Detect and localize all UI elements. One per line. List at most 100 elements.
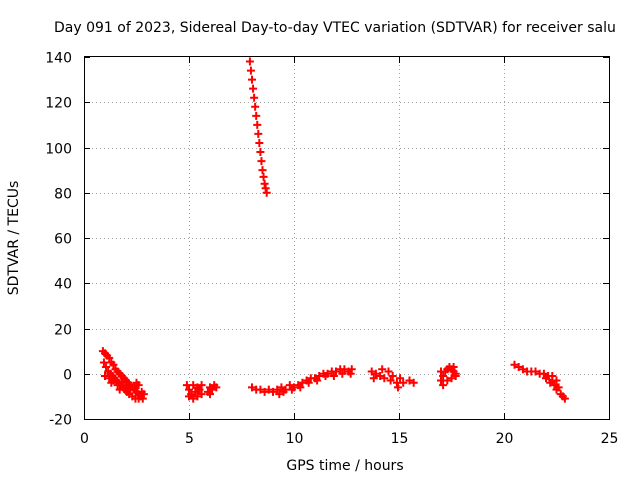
data-point	[113, 381, 122, 390]
y-tick-label: 80	[54, 187, 72, 203]
data-point	[189, 394, 198, 403]
data-point	[269, 387, 277, 396]
data-point	[132, 378, 141, 387]
data-point	[388, 372, 397, 381]
y-tick-label: 140	[45, 51, 72, 67]
data-point	[277, 383, 286, 392]
data-point	[369, 374, 378, 383]
data-point	[539, 369, 548, 378]
data-point	[185, 385, 193, 394]
data-point	[510, 360, 519, 369]
data-points	[98, 57, 569, 403]
data-point	[206, 390, 214, 399]
data-point	[117, 378, 126, 387]
data-point	[449, 362, 458, 371]
data-point	[260, 179, 269, 188]
x-axis-ticks: 0 5 10 15 20 25	[80, 57, 618, 447]
data-point	[256, 385, 265, 394]
data-point	[531, 367, 540, 376]
data-point	[376, 372, 385, 381]
plot-frame	[84, 56, 610, 420]
data-point	[130, 383, 139, 392]
data-point	[195, 385, 204, 394]
data-point	[260, 387, 269, 396]
data-point	[249, 84, 258, 93]
data-point	[197, 381, 206, 390]
data-point	[102, 362, 111, 371]
data-point	[262, 188, 271, 197]
data-point	[212, 383, 221, 392]
data-point	[338, 369, 347, 378]
data-point	[105, 374, 114, 383]
data-point	[399, 378, 408, 387]
data-point	[552, 376, 561, 385]
data-point	[185, 392, 193, 401]
y-axis-ticks: -20 0 20 40 60 80 100 120 140	[45, 51, 609, 429]
data-point	[332, 367, 340, 376]
data-point	[246, 66, 255, 75]
data-point	[451, 369, 460, 378]
x-axis-label: GPS time / hours	[286, 458, 403, 474]
data-point	[264, 385, 273, 394]
data-point	[107, 378, 116, 387]
y-tick-label: 40	[54, 277, 72, 293]
data-point	[99, 358, 108, 367]
data-point	[380, 374, 389, 383]
data-point	[439, 381, 448, 390]
y-tick-label: 0	[63, 368, 72, 384]
x-tick-label: 5	[185, 431, 194, 447]
x-tick-label: 20	[496, 431, 514, 447]
data-point	[253, 120, 262, 129]
data-point	[189, 381, 198, 390]
data-point	[191, 387, 200, 396]
data-point	[313, 376, 322, 385]
data-point	[248, 383, 256, 392]
data-point	[257, 157, 266, 166]
data-point	[437, 367, 445, 376]
y-tick-label: 120	[45, 96, 72, 112]
data-point	[447, 374, 456, 383]
data-point	[208, 385, 217, 394]
data-point	[518, 365, 527, 374]
data-point	[393, 383, 402, 392]
data-point	[347, 365, 356, 374]
data-point	[378, 365, 387, 374]
x-tick-label: 10	[286, 431, 304, 447]
chart-title: Day 091 of 2023, Sidereal Day-to-day VTE…	[54, 20, 616, 36]
data-point	[259, 172, 268, 181]
data-point	[514, 362, 523, 371]
data-point	[275, 390, 284, 399]
data-point	[396, 374, 405, 383]
data-point	[261, 184, 270, 193]
data-point	[115, 385, 124, 394]
data-point	[304, 378, 313, 387]
data-point	[296, 383, 305, 392]
data-point	[105, 353, 114, 362]
data-point	[346, 369, 355, 378]
data-point	[101, 372, 109, 381]
data-point	[255, 138, 264, 147]
data-point	[124, 381, 133, 390]
data-point	[439, 372, 448, 381]
data-point	[251, 102, 260, 111]
data-point	[109, 360, 118, 369]
data-point	[273, 385, 282, 394]
data-point	[409, 378, 418, 387]
data-point	[193, 392, 202, 401]
data-point	[254, 129, 263, 138]
data-point	[405, 376, 414, 385]
x-tick-label: 0	[80, 431, 89, 447]
data-point	[256, 148, 265, 157]
x-tick-label: 25	[601, 431, 619, 447]
data-point	[126, 385, 135, 394]
y-tick-label: 100	[45, 142, 72, 158]
data-point	[443, 376, 452, 385]
data-point	[134, 394, 143, 403]
data-point	[371, 369, 380, 378]
data-point	[340, 365, 349, 374]
data-point	[248, 75, 256, 84]
x-tick-label: 15	[391, 431, 409, 447]
data-point	[245, 57, 254, 66]
data-point	[554, 383, 563, 392]
